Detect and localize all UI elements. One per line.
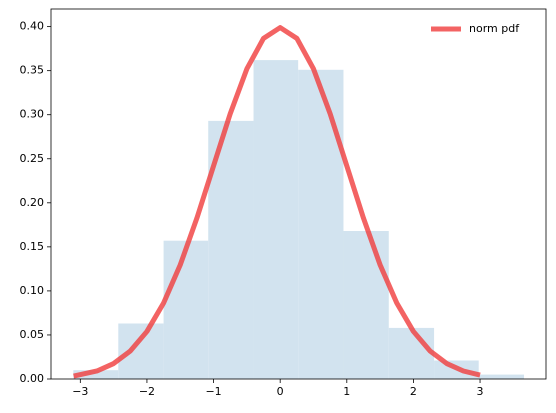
x-tick-label: 3 xyxy=(477,385,484,398)
y-tick-label: 0.15 xyxy=(20,240,45,253)
hist-bar xyxy=(118,323,164,379)
x-tick-label: 1 xyxy=(343,385,350,398)
x-tick-label: 0 xyxy=(277,385,284,398)
hist-bar xyxy=(478,374,525,379)
y-tick-label: 0.20 xyxy=(20,196,45,209)
pdf-line xyxy=(73,25,481,379)
x-tick-label: −2 xyxy=(139,385,155,398)
hist-bar xyxy=(253,60,299,379)
y-tick-label: 0.40 xyxy=(20,20,45,33)
y-tick-label: 0.35 xyxy=(20,64,45,77)
y-tick-label: 0.05 xyxy=(20,328,45,341)
hist-bar xyxy=(388,327,435,379)
hist-bar xyxy=(298,69,344,380)
x-tick-label: −3 xyxy=(72,385,88,398)
plot-frame xyxy=(50,8,547,380)
x-tick-label: 2 xyxy=(410,385,417,398)
y-tick-label: 0.00 xyxy=(20,372,45,385)
legend-label: norm pdf xyxy=(469,22,520,35)
hist-bar xyxy=(73,370,119,379)
y-tick-label: 0.25 xyxy=(20,152,45,165)
y-tick-label: 0.10 xyxy=(20,284,45,297)
hist-bar xyxy=(343,231,389,379)
hist-bar xyxy=(163,240,209,379)
y-tick-label: 0.30 xyxy=(20,108,45,121)
x-tick-label: −1 xyxy=(205,385,221,398)
